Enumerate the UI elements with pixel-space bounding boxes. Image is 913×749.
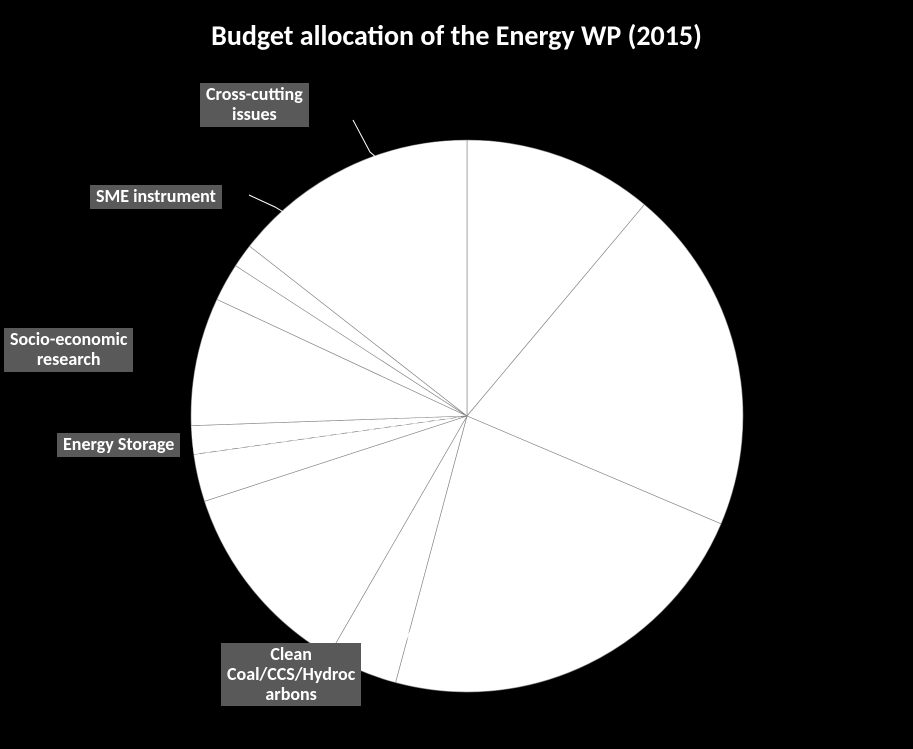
slice-label: Clean Coal/CCS/Hydroc arbons bbox=[221, 643, 361, 706]
slice-label: SME instrument bbox=[90, 185, 222, 209]
slice-label: Cross-cutting issues bbox=[200, 83, 309, 127]
slice-label: Socio-economic research bbox=[4, 328, 133, 372]
chart-container: Budget allocation of the Energy WP (2015… bbox=[0, 0, 913, 749]
pie-chart bbox=[0, 0, 913, 749]
slice-label: Energy Storage bbox=[57, 433, 180, 457]
